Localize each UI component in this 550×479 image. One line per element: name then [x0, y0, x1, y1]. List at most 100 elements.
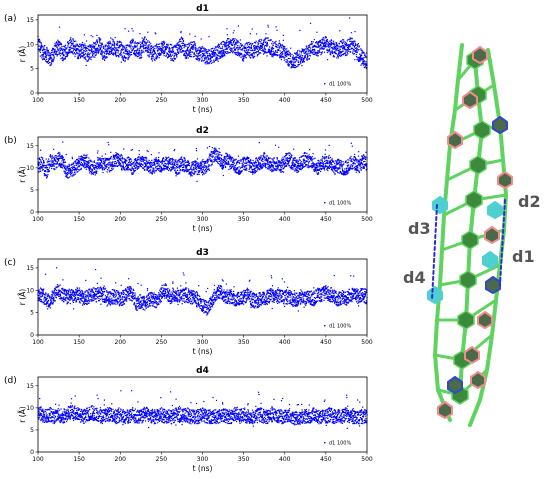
data-point	[197, 163, 199, 166]
data-point	[205, 58, 207, 60]
data-point	[259, 162, 261, 164]
data-point	[225, 45, 227, 47]
data-point	[364, 55, 366, 57]
data-point	[276, 158, 278, 160]
data-point	[175, 159, 177, 161]
data-point	[363, 62, 365, 64]
data-point	[190, 166, 192, 169]
data-point	[258, 46, 260, 48]
data-point	[184, 169, 186, 171]
data-point	[162, 157, 165, 159]
data-point	[230, 156, 232, 158]
data-point	[221, 165, 223, 167]
data-point	[114, 165, 117, 167]
data-point	[116, 152, 118, 155]
data-point	[286, 164, 288, 166]
data-point	[122, 166, 124, 168]
data-point	[207, 160, 209, 162]
data-point	[130, 44, 132, 47]
data-point	[43, 57, 45, 60]
data-point	[210, 151, 212, 154]
data-point	[265, 41, 267, 43]
data-point	[306, 58, 308, 60]
data-point	[121, 155, 123, 157]
data-point	[49, 57, 51, 59]
data-point	[237, 167, 239, 169]
data-point	[54, 42, 56, 45]
data-point	[193, 164, 196, 166]
data-point	[127, 50, 129, 53]
data-point	[205, 50, 207, 52]
data-point	[92, 54, 94, 56]
data-point	[78, 161, 80, 163]
data-point	[69, 39, 71, 42]
data-point	[257, 165, 259, 167]
data-point	[137, 167, 140, 169]
data-point	[248, 47, 250, 49]
data-point	[152, 50, 154, 53]
data-point	[155, 170, 157, 172]
data-point	[130, 48, 132, 50]
data-point	[62, 158, 64, 160]
data-point	[117, 156, 119, 159]
data-point	[153, 50, 155, 52]
data-point	[343, 43, 346, 45]
data-point	[265, 167, 267, 169]
data-point	[45, 51, 47, 53]
data-point	[115, 54, 117, 56]
data-point	[258, 162, 260, 164]
data-point	[237, 172, 240, 174]
data-point	[244, 46, 246, 48]
data-point	[203, 47, 205, 49]
data-point	[220, 55, 222, 57]
data-point	[264, 37, 266, 40]
data-point	[289, 153, 291, 155]
data-point	[126, 157, 128, 159]
data-point	[188, 165, 191, 167]
data-point	[58, 51, 60, 53]
data-point	[356, 43, 358, 46]
data-point	[312, 53, 314, 55]
data-point	[342, 48, 344, 50]
data-point	[192, 48, 194, 50]
data-point	[359, 53, 361, 55]
data-point	[138, 150, 140, 152]
data-point	[263, 39, 265, 41]
data-point	[44, 164, 46, 166]
data-point	[52, 60, 54, 63]
data-point	[84, 46, 86, 48]
data-point	[257, 168, 259, 170]
data-point	[265, 157, 267, 159]
data-point	[208, 156, 210, 158]
data-point	[90, 56, 92, 58]
data-point	[196, 58, 198, 61]
data-point	[162, 52, 164, 54]
data-point	[209, 159, 211, 162]
data-point	[246, 52, 248, 54]
data-point	[314, 53, 316, 55]
data-point	[156, 56, 158, 58]
data-point	[109, 53, 111, 55]
data-point	[287, 50, 289, 53]
data-point	[92, 45, 95, 47]
data-point	[287, 54, 289, 56]
data-point	[262, 164, 265, 166]
data-point	[339, 47, 341, 49]
data-point	[350, 44, 352, 46]
data-point	[121, 157, 124, 159]
data-point	[299, 29, 301, 32]
data-point	[43, 52, 46, 55]
data-point	[177, 52, 180, 55]
data-point	[194, 43, 196, 45]
data-point	[241, 166, 243, 169]
data-point	[341, 41, 343, 43]
data-point	[364, 65, 366, 67]
data-point	[164, 49, 166, 51]
data-point	[201, 51, 203, 53]
data-point	[256, 166, 258, 169]
data-point	[123, 56, 126, 58]
data-point	[65, 51, 67, 53]
data-point	[155, 159, 157, 161]
data-point	[245, 51, 247, 54]
data-point	[163, 41, 165, 43]
